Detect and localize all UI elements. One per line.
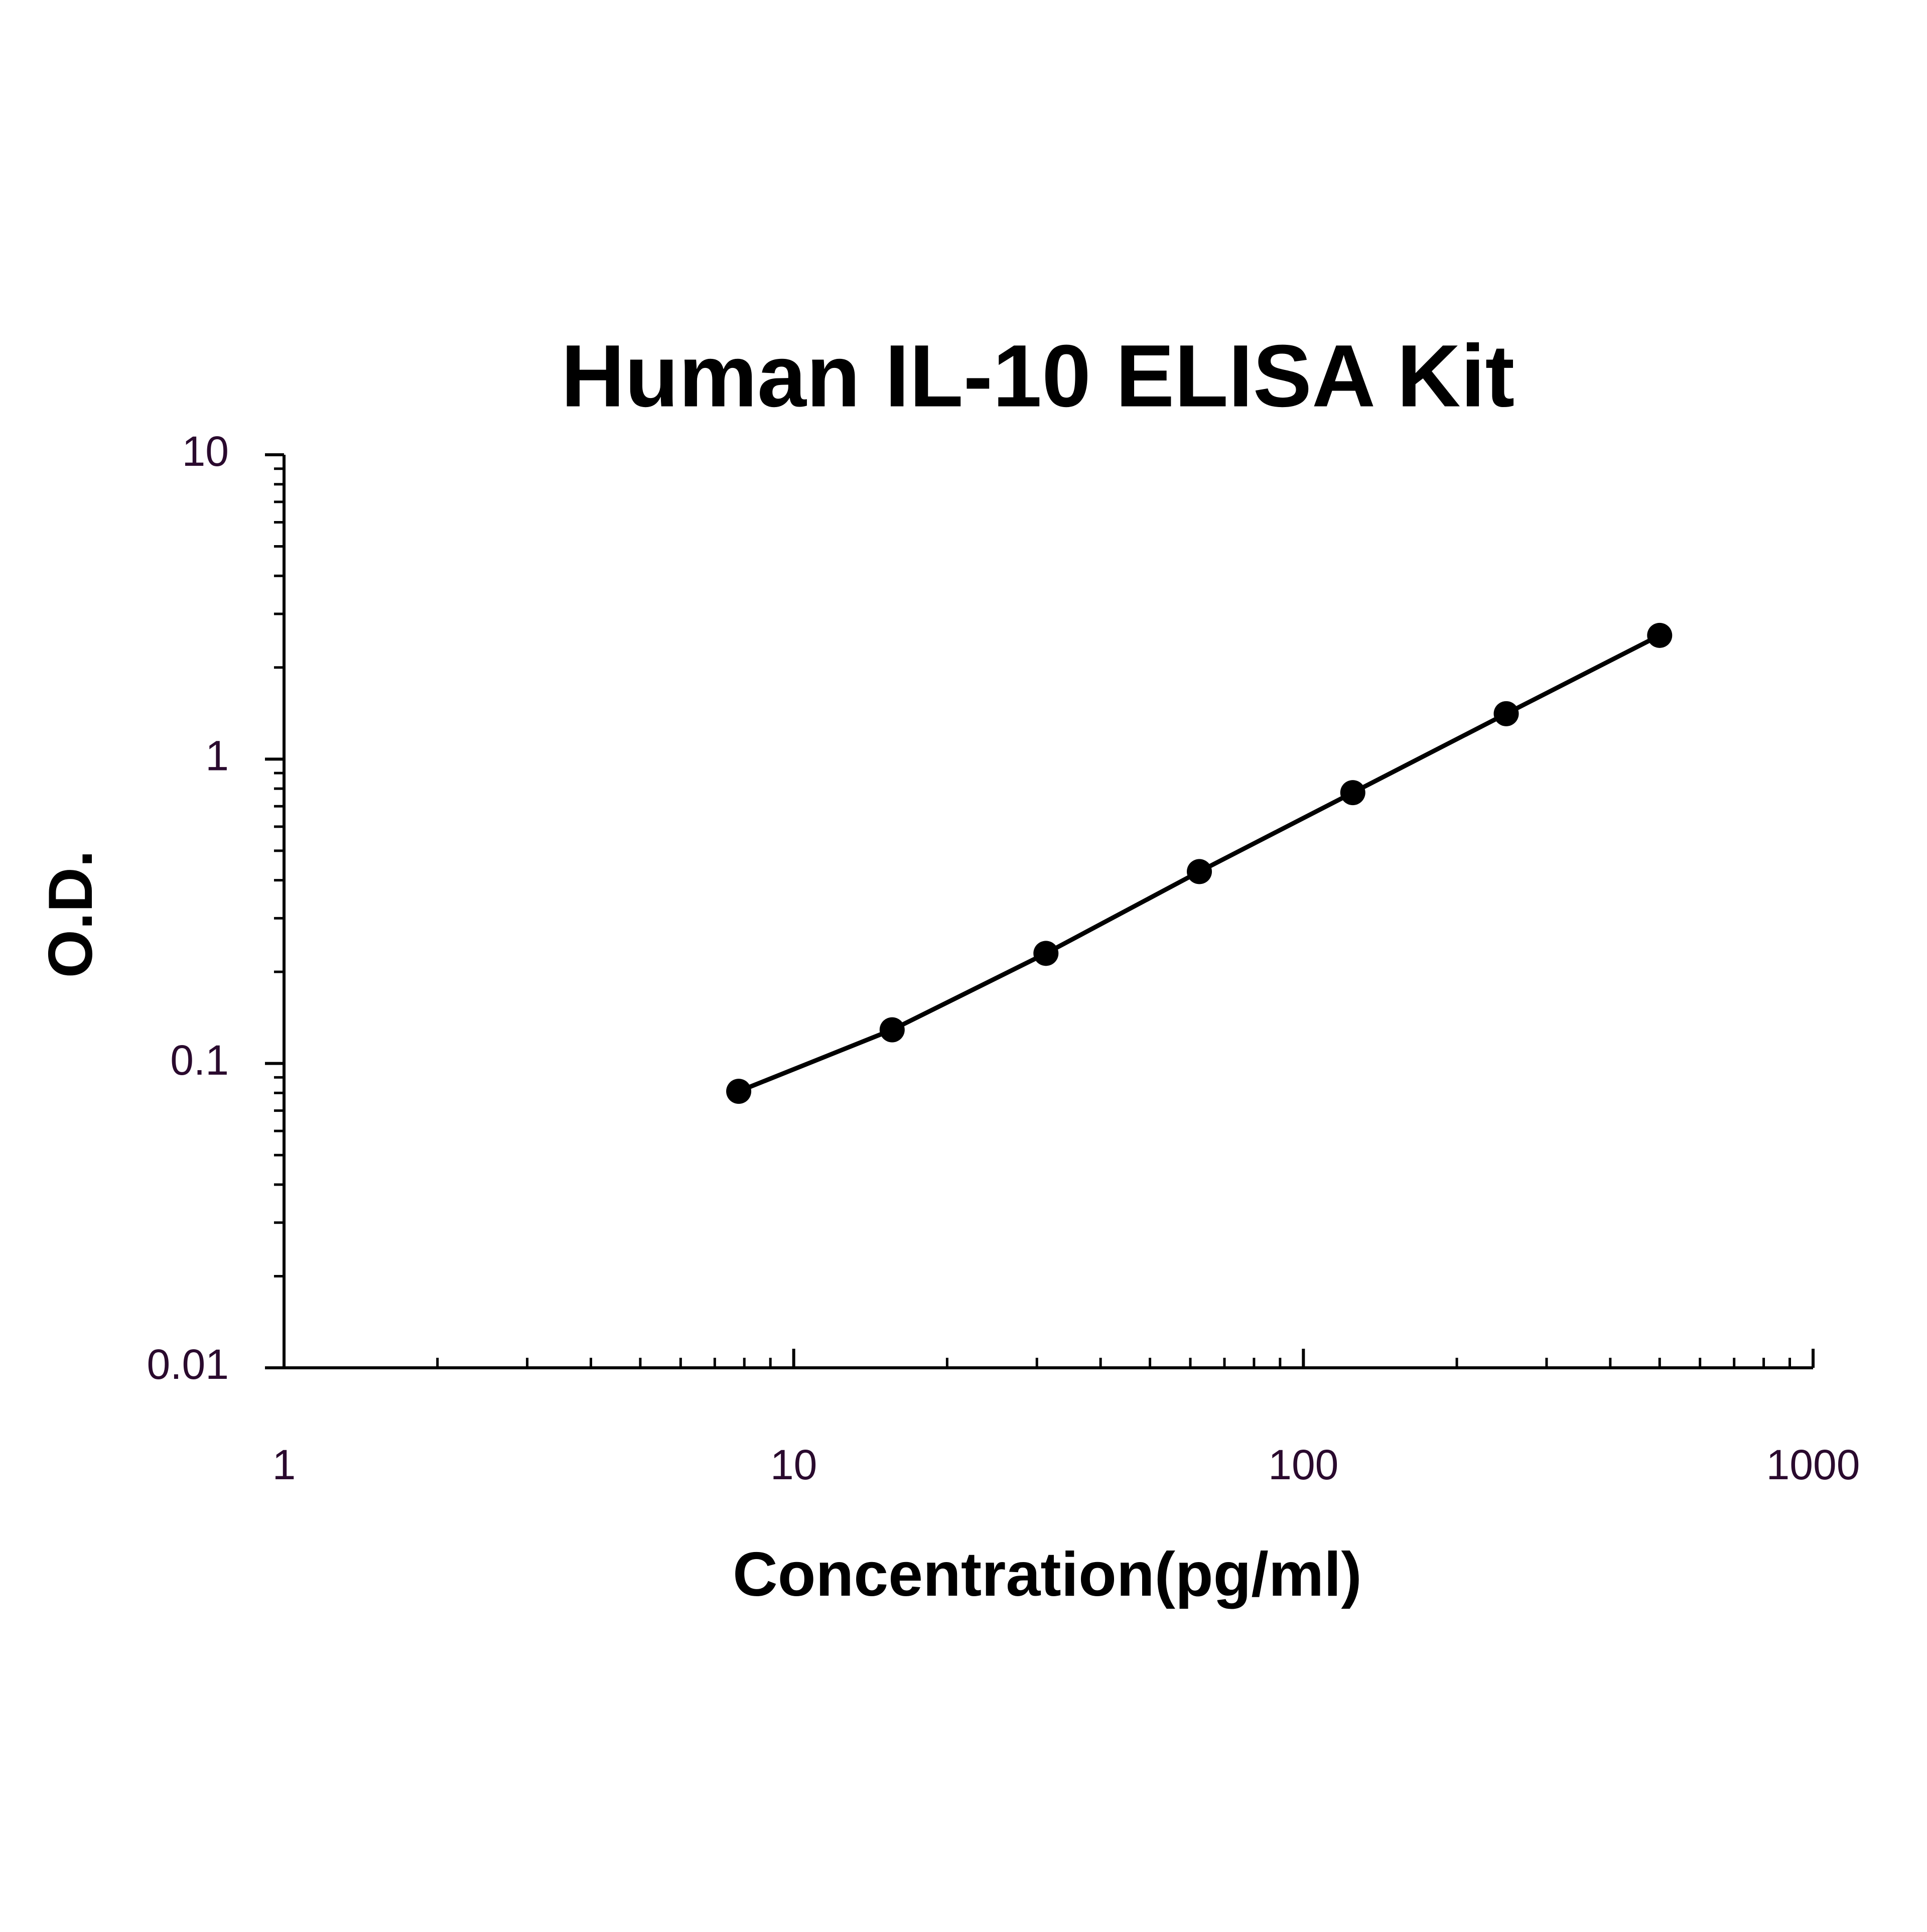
data-point: [1647, 622, 1673, 648]
data-point: [1340, 780, 1365, 806]
x-axis-label: Concentration(pg/ml): [733, 1540, 1362, 1609]
y-tick-label: 10: [182, 428, 229, 475]
data-point: [1033, 941, 1059, 966]
data-point: [1493, 701, 1519, 726]
chart-title: Human IL-10 ELISA Kit: [561, 327, 1515, 425]
y-axis-label: O.D.: [36, 850, 105, 978]
y-tick-label: 0.1: [170, 1037, 229, 1084]
x-tick-label: 10: [770, 1441, 817, 1488]
data-point: [1187, 859, 1212, 884]
x-tick-label: 100: [1268, 1441, 1338, 1488]
x-tick-label: 1: [272, 1441, 296, 1488]
y-tick-label: 0.01: [147, 1341, 229, 1388]
y-tick-label: 1: [205, 732, 229, 780]
x-tick-label: 1000: [1766, 1441, 1860, 1488]
data-point: [879, 1017, 905, 1043]
data-point: [726, 1079, 752, 1104]
